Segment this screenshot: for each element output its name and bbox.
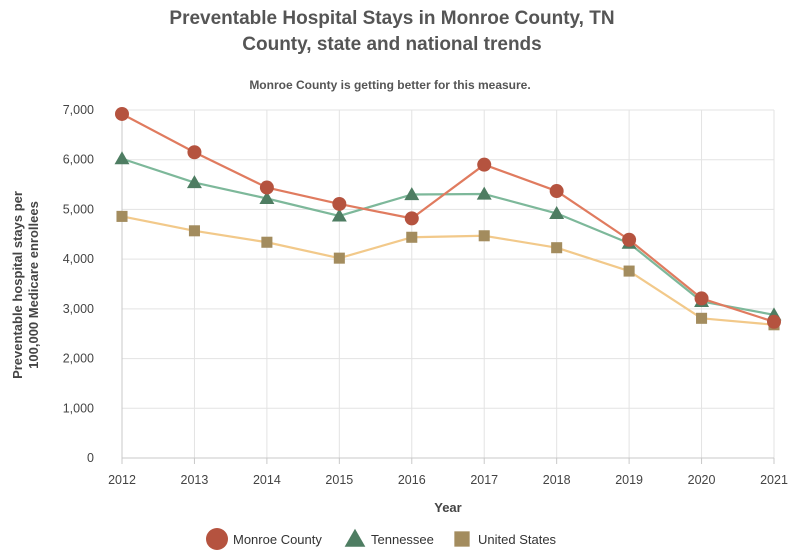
data-point-united-states (189, 225, 200, 236)
x-tick-label: 2016 (398, 473, 426, 487)
legend-label-united-states: United States (478, 532, 557, 547)
y-tick-label: 3,000 (63, 302, 94, 316)
legend-item-united-states[interactable]: United States (454, 531, 556, 547)
y-tick-label: 5,000 (63, 202, 94, 216)
y-tick-label: 1,000 (63, 401, 94, 415)
x-tick-label: 2021 (760, 473, 788, 487)
data-point-monroe-county (260, 181, 274, 195)
data-point-tennessee (115, 151, 130, 164)
x-tick-label: 2012 (108, 473, 136, 487)
data-point-united-states (551, 242, 562, 253)
series-monroe-county (115, 107, 781, 329)
legend-item-tennessee[interactable]: Tennessee (345, 529, 434, 547)
chart-subtitle: Monroe County is getting better for this… (249, 78, 530, 92)
data-point-monroe-county (550, 184, 564, 198)
data-point-monroe-county (767, 315, 781, 329)
axes: 0 1,000 2,000 3,000 4,000 5,000 6,000 7,000 2012… (63, 103, 788, 487)
legend-label-monroe-county: Monroe County (233, 532, 322, 547)
x-tick-label: 2015 (325, 473, 353, 487)
data-point-united-states (624, 266, 635, 277)
legend-label-tennessee: Tennessee (371, 532, 434, 547)
series-line-monroe-county (122, 114, 774, 322)
legend-item-monroe-county[interactable]: Monroe County (206, 528, 322, 550)
legend-marker-monroe-county (206, 528, 228, 550)
x-tick-label: 2020 (688, 473, 716, 487)
legend-marker-united-states (454, 531, 469, 546)
data-point-united-states (406, 232, 417, 243)
data-point-united-states (696, 313, 707, 324)
y-tick-label: 2,000 (63, 352, 94, 366)
data-point-monroe-county (187, 145, 201, 159)
y-axis-title: Preventable hospital stays per 100,000 M… (10, 191, 41, 379)
grid (122, 110, 774, 458)
y-axis-title-line-2: 100,000 Medicare enrollees (26, 201, 41, 369)
y-tick-label: 6,000 (63, 153, 94, 167)
chart-title-line-1: Preventable Hospital Stays in Monroe Cou… (169, 8, 614, 29)
x-axis-title: Year (434, 500, 461, 515)
x-tick-label: 2018 (543, 473, 571, 487)
legend-marker-tennessee (345, 529, 366, 547)
y-tick-label: 4,000 (63, 252, 94, 266)
data-point-united-states (479, 230, 490, 241)
series-united-states (116, 211, 779, 330)
y-tick-label: 0 (87, 451, 94, 465)
chart-title-line-2: County, state and national trends (242, 34, 541, 55)
data-point-monroe-county (405, 211, 419, 225)
data-point-united-states (116, 211, 127, 222)
data-point-monroe-county (477, 158, 491, 172)
legend: Monroe County Tennessee United States (206, 528, 557, 550)
x-tick-label: 2017 (470, 473, 498, 487)
x-tick-label: 2013 (181, 473, 209, 487)
data-point-united-states (261, 237, 272, 248)
data-point-monroe-county (332, 197, 346, 211)
series (115, 107, 782, 330)
data-point-united-states (334, 253, 345, 264)
y-tick-label: 7,000 (63, 103, 94, 117)
data-point-monroe-county (622, 233, 636, 247)
x-tick-label: 2014 (253, 473, 281, 487)
data-point-monroe-county (695, 291, 709, 305)
x-tick-label: 2019 (615, 473, 643, 487)
y-axis-title-line-1: Preventable hospital stays per (10, 191, 25, 379)
data-point-monroe-county (115, 107, 129, 121)
